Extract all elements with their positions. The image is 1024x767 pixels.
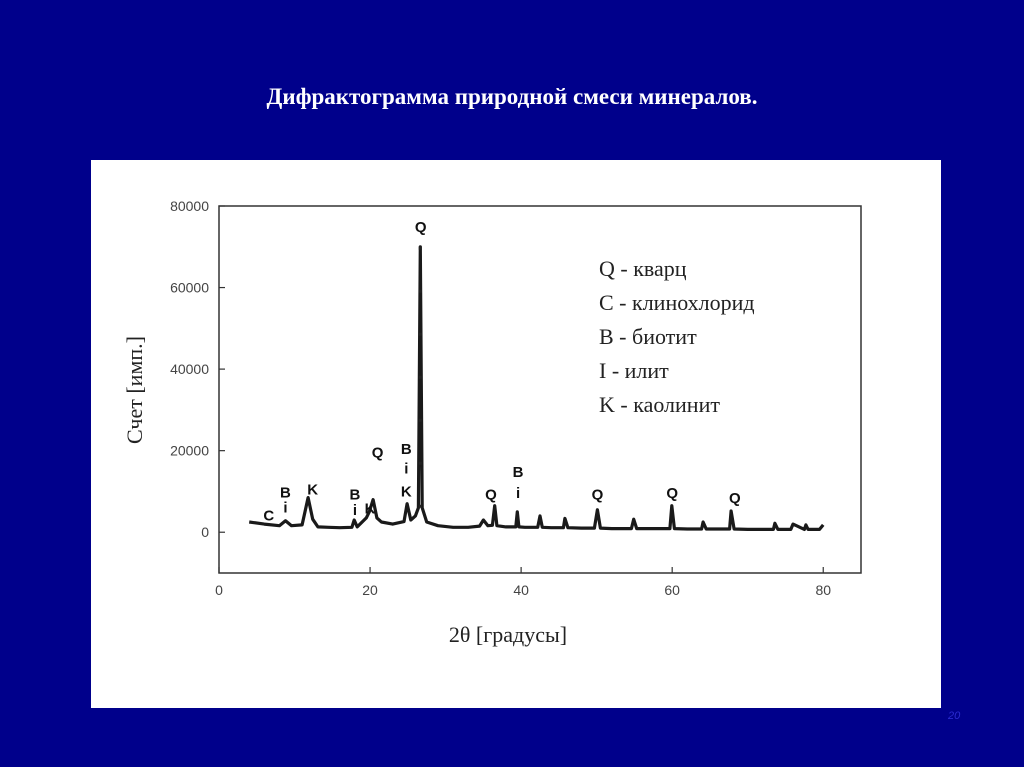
x-tick-label: 20 xyxy=(362,582,378,598)
x-tick-label: 60 xyxy=(664,582,680,598)
peak-label: B xyxy=(513,464,524,481)
peak-label: B xyxy=(280,485,291,502)
legend-entry: B - биотит xyxy=(599,324,697,349)
y-tick-label: 0 xyxy=(201,524,209,540)
x-tick-label: 80 xyxy=(815,582,831,598)
peak-label: C xyxy=(263,507,274,524)
plot-frame xyxy=(218,205,862,574)
y-tick-label: 20000 xyxy=(170,443,209,459)
peak-label: Q xyxy=(666,485,678,502)
peak-label: K xyxy=(307,482,318,499)
legend-entry: I - илит xyxy=(599,358,669,383)
diffraction-curve xyxy=(248,245,825,531)
slide-title: Дифрактограмма природной смеси минералов… xyxy=(266,84,758,109)
y-tick-label: 80000 xyxy=(170,198,209,214)
peak-label: i xyxy=(404,461,408,478)
page-number: 20 xyxy=(948,710,961,722)
peak-label: K xyxy=(365,500,376,517)
y-axis-title: Счет [имп.] xyxy=(122,336,147,444)
peak-label: Q xyxy=(415,219,427,236)
peak-label: i xyxy=(516,485,520,502)
peak-label: Q xyxy=(592,487,604,504)
peak-label: K xyxy=(401,483,412,500)
peak-label: i xyxy=(283,500,287,517)
legend-entry: K - каолинит xyxy=(599,392,720,417)
legend-entry: C - клинохлорид xyxy=(599,290,755,315)
peak-label: Q xyxy=(729,490,741,507)
x-tick-label: 40 xyxy=(513,582,529,598)
x-axis-title: 2θ [градусы] xyxy=(449,622,567,647)
peak-label: B xyxy=(350,487,361,504)
peak-label: Q xyxy=(485,487,497,504)
peak-label: i xyxy=(353,502,357,519)
x-tick-label: 0 xyxy=(215,582,223,598)
y-tick-label: 40000 xyxy=(170,361,209,377)
legend-entry: Q - кварц xyxy=(599,256,687,281)
peak-label: Q xyxy=(372,445,384,462)
peak-label: B xyxy=(401,441,412,458)
y-tick-label: 60000 xyxy=(170,280,209,296)
